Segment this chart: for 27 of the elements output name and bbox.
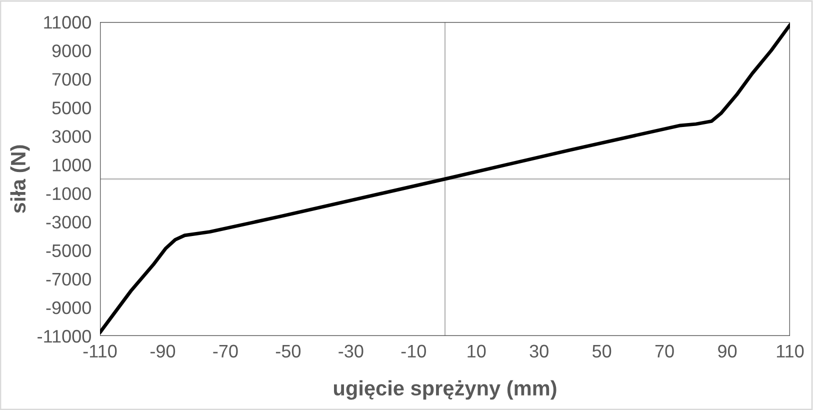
x-tick-label: -30 <box>338 344 364 358</box>
x-tick-label: 110 <box>776 344 804 358</box>
y-tick-label: 9000 <box>52 44 91 58</box>
x-tick-label: 30 <box>530 344 548 358</box>
x-tick-label: -110 <box>83 344 117 358</box>
y-tick-label: -7000 <box>46 272 91 286</box>
x-tick-label: -50 <box>276 344 301 358</box>
y-tick-label: 5000 <box>52 102 91 114</box>
y-tick-label: 1000 <box>52 158 91 172</box>
y-tick-label: -3000 <box>46 216 91 229</box>
x-tick-label: -70 <box>213 344 238 358</box>
y-tick-label: -1000 <box>46 187 91 200</box>
x-tick-label: 70 <box>655 344 674 358</box>
x-tick-label: -90 <box>150 344 176 358</box>
x-tick-label: -10 <box>401 344 426 358</box>
x-tick-label: 90 <box>718 344 737 358</box>
y-tick-label: -11000 <box>38 330 91 343</box>
y-tick-label: 7000 <box>52 73 91 86</box>
y-tick-label: 3000 <box>52 130 91 143</box>
y-tick-label: -5000 <box>46 244 91 258</box>
y-axis-title: siła (N) <box>10 145 30 213</box>
x-tick-label: 50 <box>592 344 612 358</box>
line-series <box>100 23 790 334</box>
x-tick-label: 10 <box>468 344 486 358</box>
y-tick-label: -9000 <box>46 301 91 314</box>
y-tick-label: 11000 <box>44 16 91 29</box>
x-axis-title: ugięcie sprężyny (mm) <box>334 380 556 400</box>
